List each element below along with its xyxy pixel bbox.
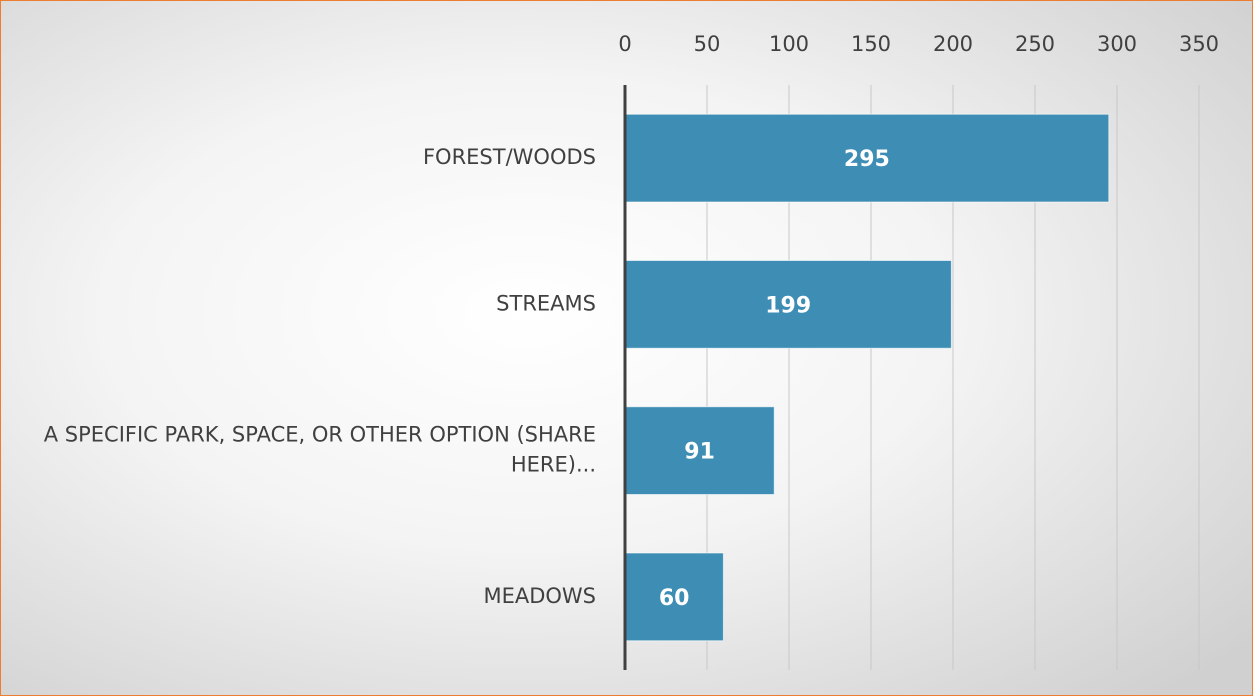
data-label: 91 [684,440,715,465]
data-label: 295 [844,147,890,172]
x-tick-label: 250 [1015,32,1055,56]
x-tick-label: 350 [1179,32,1219,56]
x-tick-label: 50 [694,32,721,56]
category-label: MEADOWS [483,584,596,608]
x-tick-label: 200 [933,32,973,56]
x-tick-label: 0 [618,32,631,56]
data-label: 199 [765,293,811,318]
data-label: 60 [659,586,690,611]
bar [624,113,1110,203]
bar [624,406,775,495]
category-label: STREAMS [496,291,596,315]
category-label: FOREST/WOODS [423,145,596,169]
x-tick-label: 100 [769,32,809,56]
bar [624,260,952,349]
category-label: A SPECIFIC PARK, SPACE, OR OTHER OPTION … [44,423,596,477]
x-tick-label: 150 [851,32,891,56]
x-tick-label: 300 [1097,32,1137,56]
bar [624,552,724,642]
